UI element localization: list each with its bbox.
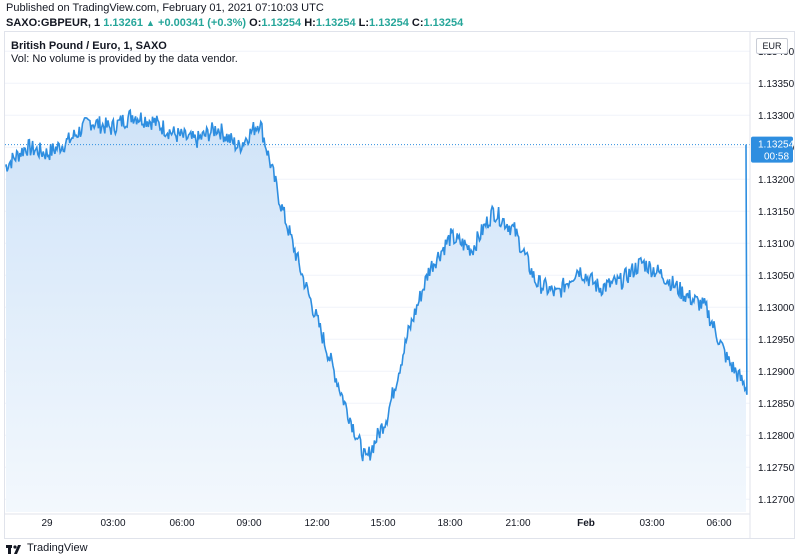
y-tick-label: 1.13150: [758, 207, 795, 218]
x-tick-label: 03:00: [639, 518, 664, 529]
chart-frame: [4, 31, 795, 539]
y-tick-label: 1.13300: [758, 111, 795, 122]
chart-title: British Pound / Euro, 1, SAXO: [11, 40, 167, 52]
y-tick-label: 1.12850: [758, 399, 795, 410]
x-tick-label: 03:00: [100, 518, 125, 529]
x-tick-label: 06:00: [169, 518, 194, 529]
currency-button[interactable]: EUR: [756, 38, 788, 54]
last-price: 1.13261: [103, 17, 143, 29]
volume-note: Vol: No volume is provided by the data v…: [11, 53, 238, 65]
price-area: [6, 110, 747, 513]
price-tag-box: [751, 136, 793, 163]
open-label: O:: [249, 17, 262, 29]
price-tag-value: 1.13254: [758, 140, 795, 151]
x-tick-label: 21:00: [505, 518, 530, 529]
x-axis: 29 03:00 06:00 09:00 12:00 15:00 18:00 21:00 Feb…: [5, 513, 750, 529]
x-tick-label: 29: [41, 518, 53, 529]
low-value: 1.13254: [369, 17, 409, 29]
price-tag-countdown: 00:58: [764, 152, 789, 163]
y-tick-label: 1.13350: [758, 79, 795, 90]
high-label: H:: [304, 17, 316, 29]
x-tick-label: Feb: [577, 518, 595, 529]
x-tick-label: 12:00: [304, 518, 329, 529]
up-arrow-icon: ▲: [146, 18, 155, 28]
x-tick-label: 15:00: [370, 518, 395, 529]
y-tick-label: 1.13050: [758, 271, 795, 282]
y-tick-label: 1.12800: [758, 431, 795, 442]
low-label: L:: [358, 17, 370, 29]
symbol-label: SAXO:GBPEUR, 1: [6, 17, 101, 29]
y-tick-label: 1.12950: [758, 335, 795, 346]
open-value: 1.13254: [261, 17, 302, 29]
y-tick-label: 1.13000: [758, 303, 795, 314]
tradingview-brand: TradingView: [27, 542, 88, 554]
symbol-ohlc-row: SAXO:GBPEUR, 1 1.13261 ▲ +0.00341 (+0.3%…: [6, 17, 463, 29]
close-value: 1.13254: [423, 17, 464, 29]
tradingview-logo-icon: [6, 542, 22, 554]
y-tick-label: 1.12900: [758, 367, 795, 378]
price-line: [5, 108, 748, 462]
y-axis: 1.134001.133501.133001.132501.132001.131…: [749, 32, 795, 538]
x-tick-label: 09:00: [236, 518, 261, 529]
tradingview-logo[interactable]: TradingView: [6, 539, 88, 557]
price-change: +0.00341 (+0.3%): [158, 17, 247, 29]
x-tick-label: 06:00: [706, 518, 731, 529]
published-note: Published on TradingView.com, February 0…: [6, 2, 324, 14]
y-tick-label: 1.12700: [758, 495, 795, 506]
y-tick-label: 1.13200: [758, 175, 795, 186]
y-tick-label: 1.12750: [758, 463, 795, 474]
close-label: C:: [411, 17, 424, 29]
high-value: 1.13254: [315, 17, 356, 29]
y-tick-label: 1.13100: [758, 239, 795, 250]
x-tick-label: 18:00: [437, 518, 462, 529]
